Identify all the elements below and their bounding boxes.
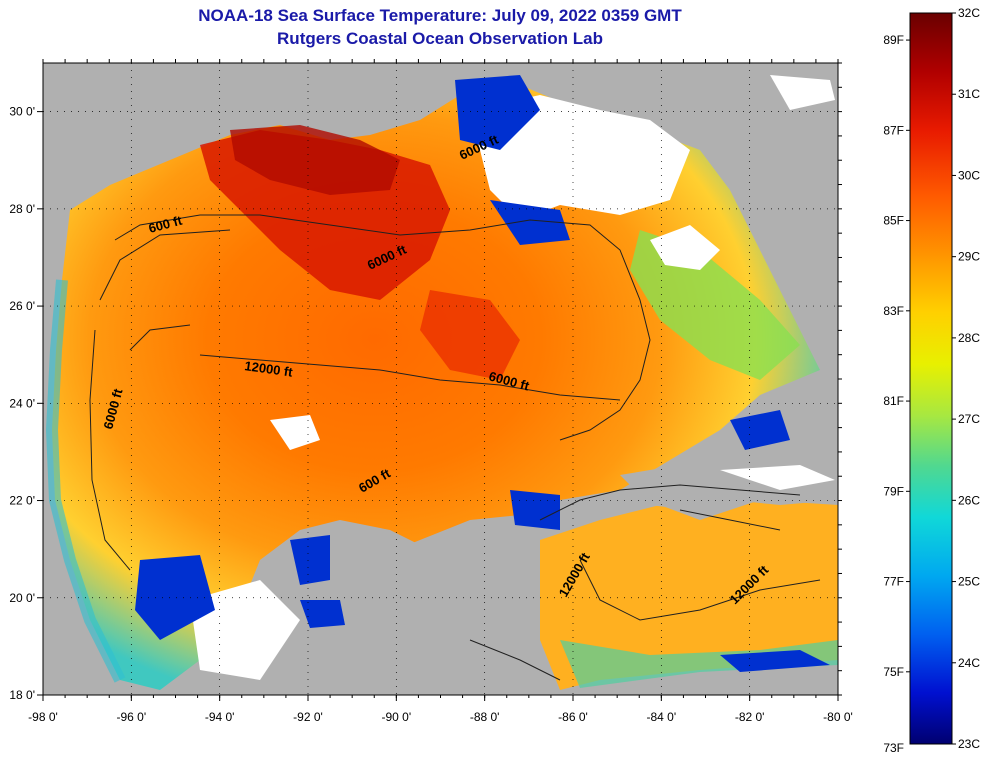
lat-tick-label: 20 0' xyxy=(9,591,35,605)
lat-tick-label: 30 0' xyxy=(9,105,35,119)
lat-tick-label: 22 0' xyxy=(9,494,35,508)
bathymetry-contours xyxy=(89,214,821,681)
lat-tick-label: 28 0' xyxy=(9,202,35,216)
cloud-patch xyxy=(190,580,300,680)
cold-patch xyxy=(730,410,790,450)
caribbean-water xyxy=(540,500,838,690)
colorbar-celsius-label: 25C xyxy=(958,575,980,589)
colorbar-celsius-label: 29C xyxy=(958,250,980,264)
cold-patch xyxy=(490,200,570,245)
colorbar-fahrenheit-label: 89F xyxy=(883,33,904,47)
cold-patch xyxy=(290,535,330,585)
warm-anomaly-core xyxy=(230,125,400,195)
cold-patch xyxy=(455,75,540,150)
lon-tick-label: -86 0' xyxy=(558,710,588,724)
colorbar-celsius-label: 24C xyxy=(958,656,980,670)
cold-patch xyxy=(135,555,215,640)
colorbar-fahrenheit-label: 81F xyxy=(883,394,904,408)
lat-tick-label: 18 0' xyxy=(9,688,35,702)
lat-tick-label: 26 0' xyxy=(9,299,35,313)
map-title: NOAA-18 Sea Surface Temperature: July 09… xyxy=(198,6,682,25)
colorbar-fahrenheit-label: 79F xyxy=(883,484,904,498)
cloud-patch xyxy=(770,75,835,110)
lon-tick-label: -84 0' xyxy=(647,710,677,724)
lon-tick-label: -98 0' xyxy=(28,710,58,724)
axes: -98 0' -96 0' -94 0' -92 0' -90 0' -88 0' -86 … xyxy=(9,59,853,724)
yucatan-land xyxy=(370,515,540,695)
gulf-of-mexico-water xyxy=(52,85,820,690)
cuba-land xyxy=(620,465,838,510)
colorbar xyxy=(909,12,953,745)
cold-patch xyxy=(510,490,560,530)
cold-patch xyxy=(720,650,830,672)
warm-anomaly-east xyxy=(420,290,520,380)
florida-land xyxy=(700,63,838,345)
colorbar-celsius-label: 32C xyxy=(958,6,980,20)
colorbar-fahrenheit-label: 85F xyxy=(883,214,904,228)
lon-tick-label: -80 0' xyxy=(823,710,853,724)
colorbar-fahrenheit-label: 83F xyxy=(883,304,904,318)
cloud-patch xyxy=(720,465,835,490)
contour-label: 12000 ft xyxy=(244,358,295,380)
map-subtitle: Rutgers Coastal Ocean Observation Lab xyxy=(277,29,603,48)
lon-tick-label: -90 0' xyxy=(382,710,412,724)
colorbar-celsius-label: 30C xyxy=(958,168,980,182)
lon-tick-label: -82 0' xyxy=(735,710,765,724)
colorbar-celsius-label: 27C xyxy=(958,412,980,426)
colorbar-celsius-label: 28C xyxy=(958,331,980,345)
lat-tick-label: 24 0' xyxy=(9,396,35,410)
colorbar-celsius-label: 23C xyxy=(958,737,980,751)
colorbar-fahrenheit-label: 87F xyxy=(883,123,904,137)
colorbar-celsius-label: 26C xyxy=(958,493,980,507)
colorbar-celsius-label: 31C xyxy=(958,87,980,101)
colorbar-fahrenheit-label: 75F xyxy=(883,665,904,679)
colorbar-fahrenheit-label: 73F xyxy=(883,741,904,755)
lon-tick-label: -88 0' xyxy=(470,710,500,724)
cloud-patch xyxy=(650,225,720,270)
colorbar-fahrenheit-label: 77F xyxy=(883,575,904,589)
west-coast-cool-band xyxy=(45,279,126,683)
colorbar-ticks: 32C 31C 30C 29C 28C 27C 26C 25C 24C 23C 89F 87F 85F 8… xyxy=(883,6,980,755)
cloud-patch xyxy=(470,95,690,220)
florida-shelf-cool xyxy=(630,230,800,380)
lon-tick-label: -94 0' xyxy=(205,710,235,724)
cold-patch xyxy=(300,600,345,628)
lon-tick-label: -96 0' xyxy=(117,710,147,724)
cloud-patch xyxy=(270,415,320,450)
lon-tick-label: -92 0' xyxy=(293,710,323,724)
